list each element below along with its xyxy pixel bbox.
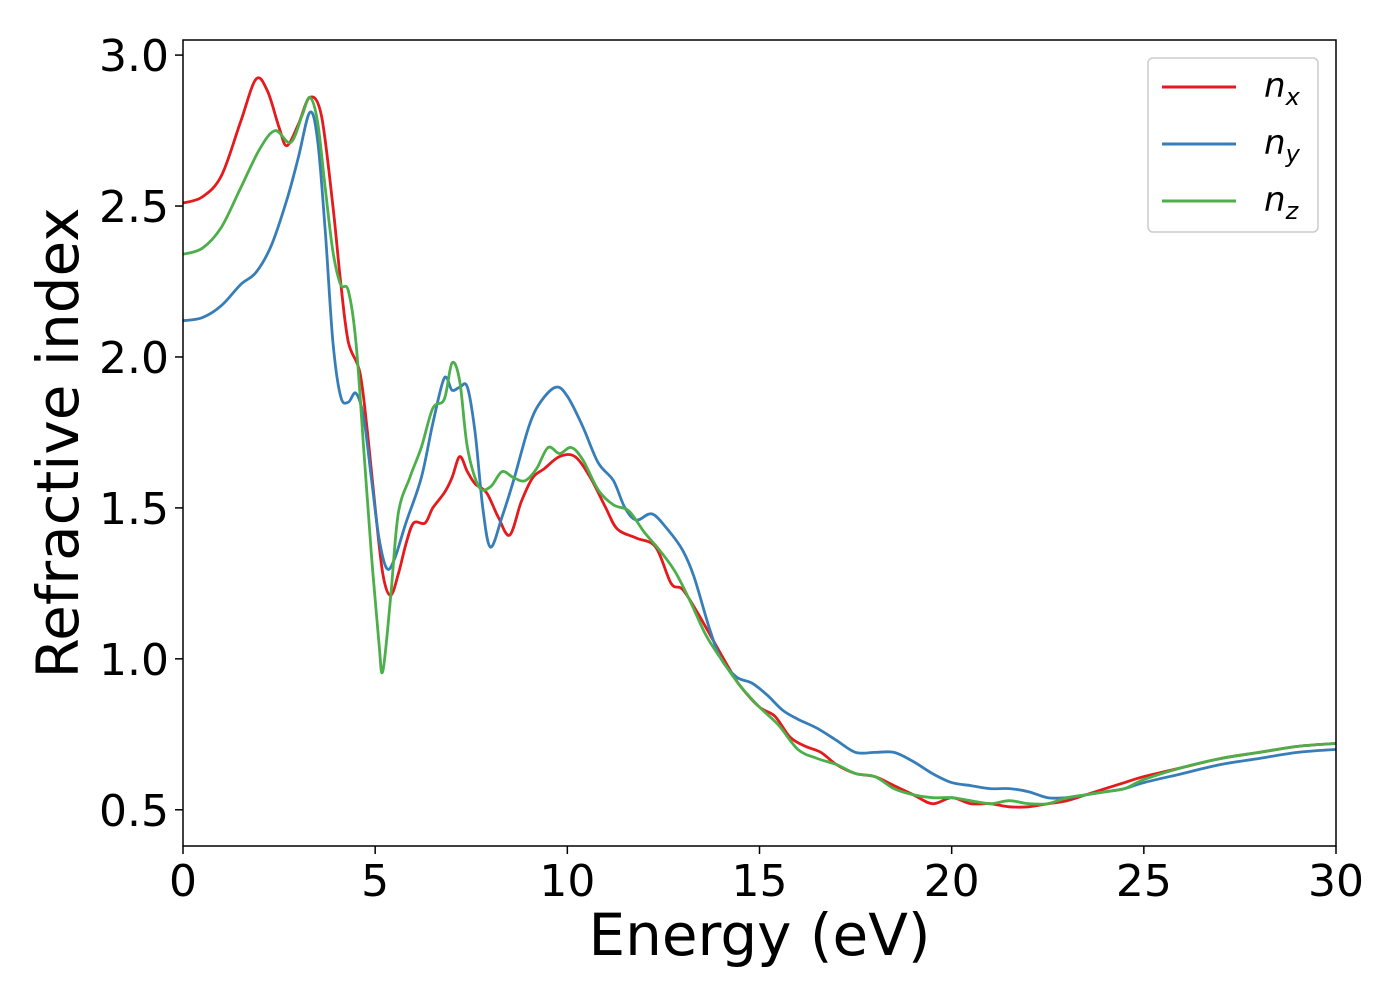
plot-area xyxy=(183,40,1336,846)
legend-label-n-z: nz xyxy=(1264,180,1300,225)
legend-entries: nx ny nz xyxy=(1162,66,1301,225)
x-tick-label: 0 xyxy=(169,856,197,907)
y-tick-label: 3.0 xyxy=(99,31,169,82)
x-tick-label: 30 xyxy=(1308,856,1364,907)
y-tick-label: 1.5 xyxy=(99,484,169,535)
y-axis-ticks: 0.5 1.0 1.5 2.0 2.5 3.0 xyxy=(99,31,183,837)
x-tick-label: 20 xyxy=(924,856,980,907)
series-line-n-y xyxy=(183,110,1336,800)
legend-label-n-x: nx xyxy=(1264,66,1301,111)
y-tick-label: 2.5 xyxy=(99,182,169,233)
x-tick-label: 25 xyxy=(1116,856,1172,907)
series-layer xyxy=(183,76,1336,809)
x-tick-label: 10 xyxy=(539,856,595,907)
series-line-n-z xyxy=(183,96,1336,806)
x-axis-ticks: 0 5 10 15 20 25 30 xyxy=(169,846,1364,907)
plot-frame xyxy=(182,39,1337,847)
y-tick-label: 2.0 xyxy=(99,333,169,384)
y-tick-label: 0.5 xyxy=(99,786,169,837)
x-axis-label: Energy (eV) xyxy=(588,901,930,969)
y-axis-label: Refractive index xyxy=(24,207,92,678)
y-tick-label: 1.0 xyxy=(99,635,169,686)
x-tick-label: 15 xyxy=(732,856,788,907)
x-tick-label: 5 xyxy=(361,856,389,907)
legend-label-n-y: ny xyxy=(1264,123,1301,168)
legend: nx ny nz xyxy=(1147,57,1319,233)
